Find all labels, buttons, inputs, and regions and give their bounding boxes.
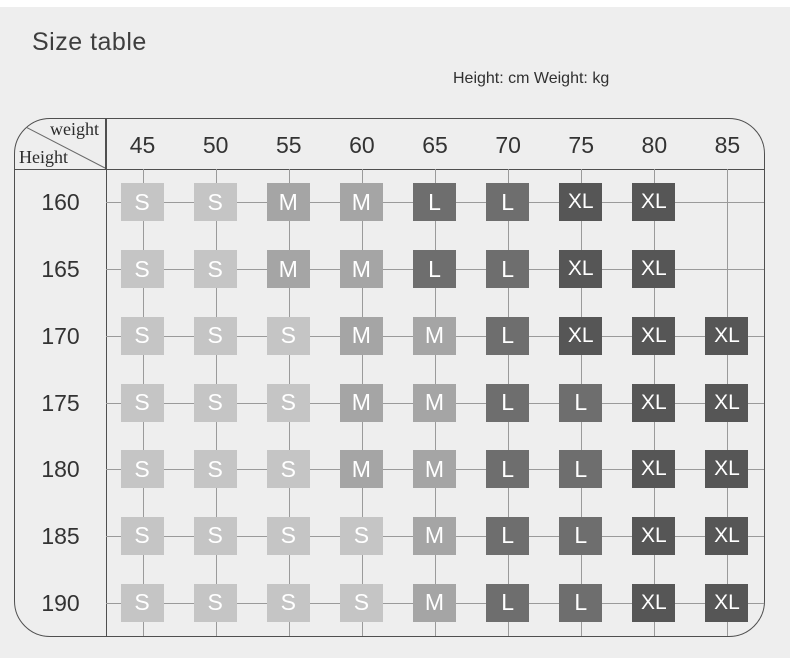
size-cell: M bbox=[413, 450, 456, 489]
size-cell: XL bbox=[632, 450, 676, 489]
size-cell: M bbox=[413, 516, 456, 555]
height-column-border bbox=[106, 119, 107, 636]
row-header-height: 160 bbox=[41, 189, 80, 216]
size-cell: L bbox=[559, 383, 603, 422]
size-cell: M bbox=[266, 250, 310, 289]
col-header-weight: 50 bbox=[202, 132, 229, 158]
col-header-weight: 55 bbox=[275, 132, 302, 158]
page-title: Size table bbox=[32, 28, 147, 56]
size-cell: M bbox=[413, 583, 456, 622]
size-cell: S bbox=[120, 583, 164, 622]
size-cell: L bbox=[486, 450, 530, 489]
size-cell: L bbox=[486, 516, 530, 555]
size-cell: XL bbox=[559, 250, 603, 289]
size-cell: L bbox=[486, 583, 530, 622]
size-cell: S bbox=[266, 450, 310, 489]
size-cell: M bbox=[339, 316, 383, 355]
size-cell: XL bbox=[705, 583, 749, 622]
size-cell: M bbox=[339, 183, 383, 222]
size-cell: S bbox=[193, 583, 237, 622]
size-cell: S bbox=[193, 516, 237, 555]
size-cell: S bbox=[266, 516, 310, 555]
size-cell: XL bbox=[559, 316, 603, 355]
size-cell: S bbox=[266, 383, 310, 422]
size-cell: S bbox=[193, 450, 237, 489]
size-cell: S bbox=[120, 250, 164, 289]
row-header-height: 185 bbox=[41, 522, 80, 549]
size-cell: XL bbox=[705, 450, 749, 489]
size-cell: M bbox=[413, 316, 456, 355]
row-header-height: 190 bbox=[41, 589, 80, 616]
size-table: weight Height 45 50 55 60 65 70 75 80 85 160 165 17… bbox=[14, 118, 765, 637]
size-cell: S bbox=[120, 183, 164, 222]
size-cell: S bbox=[339, 583, 383, 622]
col-header-weight: 75 bbox=[568, 132, 595, 158]
col-header-weight: 80 bbox=[641, 132, 668, 158]
size-cell: L bbox=[413, 183, 456, 222]
col-header-weight: 65 bbox=[422, 132, 448, 158]
size-cell: L bbox=[559, 516, 603, 555]
size-cell: XL bbox=[632, 383, 676, 422]
size-cell: L bbox=[559, 450, 603, 489]
size-cell: S bbox=[193, 383, 237, 422]
size-cell: S bbox=[339, 516, 383, 555]
size-cell: L bbox=[486, 183, 530, 222]
size-cell: L bbox=[486, 316, 530, 355]
size-cell: L bbox=[559, 583, 603, 622]
row-header-height: 180 bbox=[41, 456, 80, 483]
corner-cell: weight Height bbox=[15, 119, 106, 169]
size-cell: S bbox=[193, 316, 237, 355]
size-cell: S bbox=[120, 316, 164, 355]
row-header-height: 175 bbox=[41, 389, 80, 416]
size-cell: XL bbox=[705, 383, 749, 422]
size-cell: S bbox=[120, 450, 164, 489]
size-cell: XL bbox=[632, 250, 676, 289]
size-cell: M bbox=[339, 450, 383, 489]
size-cell: M bbox=[266, 183, 310, 222]
corner-weight-label: weight bbox=[50, 119, 99, 139]
col-header-weight: 70 bbox=[495, 132, 521, 158]
header-bottom-border bbox=[15, 169, 764, 170]
size-cell: S bbox=[120, 516, 164, 555]
size-cell: XL bbox=[705, 516, 749, 555]
row-header-height: 165 bbox=[41, 256, 80, 283]
size-cell: M bbox=[339, 383, 383, 422]
size-cell: XL bbox=[559, 183, 603, 222]
col-header-weight: 45 bbox=[129, 132, 156, 158]
row-header-height: 170 bbox=[41, 322, 80, 349]
size-cell: S bbox=[193, 250, 237, 289]
size-cell: L bbox=[486, 383, 530, 422]
size-cell: S bbox=[193, 183, 237, 222]
corner-height-label: Height bbox=[19, 147, 68, 167]
size-cell: M bbox=[413, 383, 456, 422]
size-cell: S bbox=[120, 383, 164, 422]
size-cell: XL bbox=[632, 583, 676, 622]
size-cell: XL bbox=[632, 516, 676, 555]
units-note: Height: cm Weight: kg bbox=[453, 70, 610, 87]
size-cell: L bbox=[486, 250, 530, 289]
col-header-weight: 85 bbox=[714, 132, 741, 158]
size-cell: L bbox=[413, 250, 456, 289]
size-chart-panel: Size table Height: cm Weight: kg weight … bbox=[0, 7, 790, 658]
size-cell: XL bbox=[705, 316, 749, 355]
diagonal-divider-line bbox=[17, 122, 106, 169]
size-cell: S bbox=[266, 316, 310, 355]
size-cell: M bbox=[339, 250, 383, 289]
size-cell: S bbox=[266, 583, 310, 622]
size-cell: XL bbox=[632, 183, 676, 222]
size-cell: XL bbox=[632, 316, 676, 355]
col-header-weight: 60 bbox=[349, 132, 375, 158]
